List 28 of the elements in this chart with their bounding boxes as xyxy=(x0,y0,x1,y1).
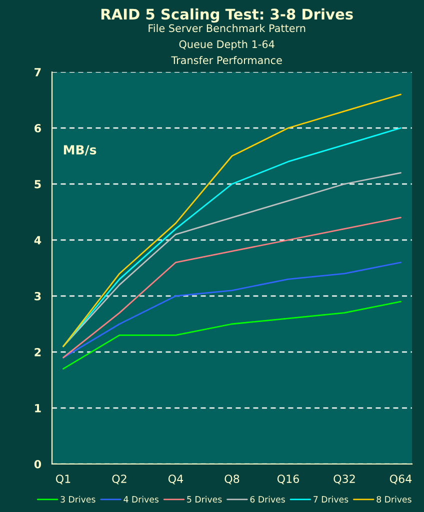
y-tick-label: 6 xyxy=(34,124,41,132)
y-tick-label: 1 xyxy=(35,404,41,412)
legend-label: 4 Drives xyxy=(124,496,158,503)
y-tick-label: 3 xyxy=(34,292,41,300)
y-tick-label: 4 xyxy=(34,236,42,244)
legend-label: 7 Drives xyxy=(314,496,348,503)
chart-title: RAID 5 Scaling Test: 3-8 Drives xyxy=(101,8,353,23)
legend-label: 5 Drives xyxy=(187,496,222,503)
chart-subtitle: File Server Benchmark Pattern Queue Depth 1-64 Transfer Performance xyxy=(148,24,306,64)
x-tick-label: Q4 xyxy=(168,474,184,484)
legend-label: 8 Drives xyxy=(376,496,412,503)
y-tick-label: 2 xyxy=(34,348,41,356)
line-series xyxy=(62,216,402,358)
y-tick-label: 0 xyxy=(34,460,42,468)
x-tick-label: Q64 xyxy=(390,474,412,484)
legend-label: 6 Drives xyxy=(250,496,285,503)
line-series xyxy=(62,300,402,370)
legend-label: 3 Drives xyxy=(60,496,96,503)
x-tick-label: Q16 xyxy=(277,474,299,484)
x-tick-label: Q1 xyxy=(56,474,70,484)
y-tick-label: 5 xyxy=(34,180,41,188)
line-series xyxy=(62,262,402,358)
y-tick-label: 7 xyxy=(34,68,41,76)
x-tick-label: Q32 xyxy=(334,474,355,484)
x-tick-label: Q8 xyxy=(224,474,240,484)
y-axis-title: MB/s xyxy=(64,145,96,156)
line-series xyxy=(62,172,402,348)
x-tick-label: Q2 xyxy=(112,474,126,484)
